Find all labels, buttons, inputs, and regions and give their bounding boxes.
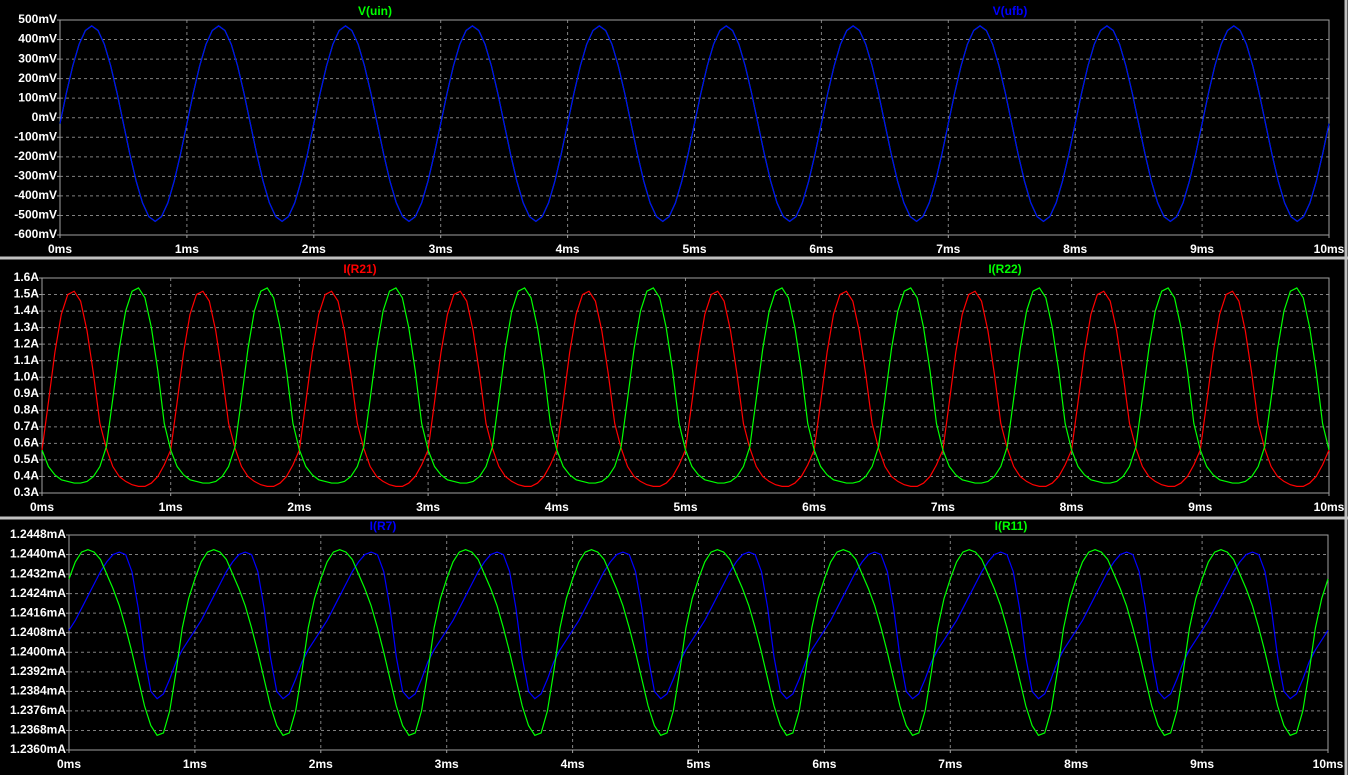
legend-label: I(R22) xyxy=(988,262,1021,276)
y-tick-label: 1.5A xyxy=(14,287,40,301)
x-tick-label: 0ms xyxy=(57,757,81,771)
y-tick-label: 1.2432mA xyxy=(10,566,66,580)
y-tick-label: 100mV xyxy=(18,90,57,104)
legend-label: I(R11) xyxy=(995,519,1028,533)
y-tick-label: -100mV xyxy=(14,129,57,143)
y-tick-label: 1.2360mA xyxy=(10,742,66,756)
y-tick-label: 0.6A xyxy=(14,436,40,450)
y-tick-label: 0.9A xyxy=(14,386,40,400)
legend-label: V(uin) xyxy=(358,4,392,18)
y-tick-label: -300mV xyxy=(14,169,57,183)
x-tick-label: 6ms xyxy=(809,242,833,256)
y-tick-label: 0mV xyxy=(32,110,57,124)
x-tick-label: 5ms xyxy=(673,500,697,514)
x-tick-label: 3ms xyxy=(435,757,459,771)
series-line xyxy=(68,549,1329,737)
x-tick-label: 7ms xyxy=(936,242,960,256)
y-tick-label: 1.2424mA xyxy=(10,586,66,600)
x-tick-label: 1ms xyxy=(175,242,199,256)
y-tick-label: 1.3A xyxy=(14,320,40,334)
plot-frame xyxy=(68,534,1329,751)
y-tick-label: -500mV xyxy=(14,208,57,222)
x-tick-label: 2ms xyxy=(302,242,326,256)
y-tick-label: 0.3A xyxy=(14,485,40,499)
y-tick-label: 1.2368mA xyxy=(10,723,66,737)
x-tick-label: 5ms xyxy=(682,242,706,256)
x-tick-label: 4ms xyxy=(556,242,580,256)
series-line xyxy=(59,25,1330,223)
y-tick-label: -600mV xyxy=(14,227,57,241)
y-tick-label: 1.0A xyxy=(14,369,40,383)
x-tick-label: 8ms xyxy=(1064,757,1088,771)
plot-frame xyxy=(59,19,1330,236)
y-tick-label: 0.5A xyxy=(14,452,40,466)
x-tick-label: 9ms xyxy=(1190,757,1214,771)
x-tick-label: 10ms xyxy=(1314,500,1345,514)
y-tick-label: 1.2408mA xyxy=(10,625,66,639)
x-tick-label: 6ms xyxy=(812,757,836,771)
y-tick-label: 1.2400mA xyxy=(10,644,66,658)
x-tick-label: 9ms xyxy=(1190,242,1214,256)
x-tick-label: 5ms xyxy=(686,757,710,771)
x-tick-label: 9ms xyxy=(1188,500,1212,514)
y-tick-label: 1.2392mA xyxy=(10,664,66,678)
y-tick-label: 1.6A xyxy=(14,270,40,284)
y-tick-label: 0.8A xyxy=(14,402,40,416)
x-tick-label: 3ms xyxy=(416,500,440,514)
y-tick-label: 500mV xyxy=(18,12,57,26)
x-tick-label: 10ms xyxy=(1314,242,1345,256)
x-tick-label: 2ms xyxy=(309,757,333,771)
x-tick-label: 8ms xyxy=(1063,242,1087,256)
x-tick-label: 0ms xyxy=(48,242,72,256)
y-tick-label: 200mV xyxy=(18,71,57,85)
x-tick-label: 10ms xyxy=(1313,757,1344,771)
legend-label: I(R21) xyxy=(343,262,376,276)
series-line xyxy=(68,551,1329,700)
plot-frame xyxy=(41,277,1330,494)
y-tick-label: 1.2440mA xyxy=(10,547,66,561)
x-tick-label: 1ms xyxy=(183,757,207,771)
x-tick-label: 7ms xyxy=(931,500,955,514)
y-tick-label: 1.2376mA xyxy=(10,703,66,717)
legend-label: I(R7) xyxy=(370,519,397,533)
x-tick-label: 6ms xyxy=(802,500,826,514)
x-tick-label: 7ms xyxy=(938,757,962,771)
x-tick-label: 4ms xyxy=(561,757,585,771)
y-tick-label: 1.2448mA xyxy=(10,527,66,541)
x-tick-label: 8ms xyxy=(1060,500,1084,514)
x-tick-label: 2ms xyxy=(287,500,311,514)
y-tick-label: 1.4A xyxy=(14,303,40,317)
x-tick-label: 3ms xyxy=(429,242,453,256)
y-tick-label: 300mV xyxy=(18,51,57,65)
y-tick-label: -200mV xyxy=(14,149,57,163)
y-tick-label: 400mV xyxy=(18,32,57,46)
series-line xyxy=(41,287,1330,484)
y-tick-label: 1.2416mA xyxy=(10,605,66,619)
y-tick-label: 1.2A xyxy=(14,336,40,350)
legend-label: V(ufb) xyxy=(993,4,1028,18)
y-tick-label: 0.4A xyxy=(14,469,40,483)
y-tick-label: 1.1A xyxy=(14,353,40,367)
x-tick-label: 4ms xyxy=(545,500,569,514)
y-tick-label: 0.7A xyxy=(14,419,40,433)
y-tick-label: 1.2384mA xyxy=(10,684,66,698)
x-tick-label: 0ms xyxy=(30,500,54,514)
y-tick-label: -400mV xyxy=(14,188,57,202)
x-tick-label: 1ms xyxy=(159,500,183,514)
